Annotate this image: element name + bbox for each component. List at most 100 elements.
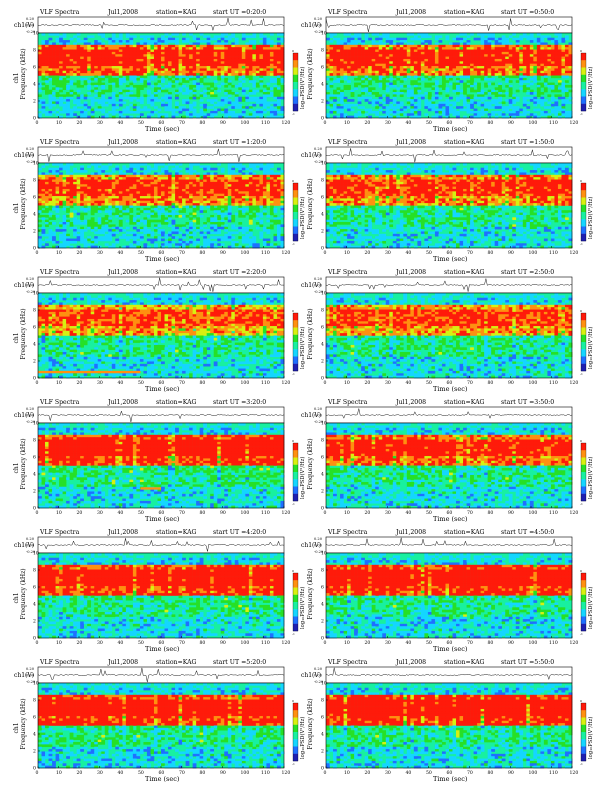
spectrogram-cell xyxy=(252,196,256,199)
spectrogram-cell xyxy=(63,73,67,76)
spectrogram-cell xyxy=(42,40,46,43)
spectrogram-cell xyxy=(140,61,144,64)
spectrogram-cell xyxy=(66,187,70,190)
spectrogram-cell xyxy=(59,78,63,81)
spectrogram-cell xyxy=(77,201,81,204)
spectrogram-cell xyxy=(214,194,218,197)
spectrogram-cell xyxy=(481,64,485,67)
spectrogram-cell xyxy=(400,57,404,60)
spectrogram-cell xyxy=(438,64,442,67)
spectrogram-cell xyxy=(154,196,158,199)
spectrogram-cell xyxy=(217,64,221,67)
spectrogram-cell xyxy=(379,35,383,38)
spectrogram-cell xyxy=(94,168,98,171)
spectrogram-cell xyxy=(66,172,70,175)
spectrogram-cell xyxy=(389,40,393,43)
spectrogram-cell xyxy=(182,198,186,201)
spectrogram-cell xyxy=(228,66,232,69)
spectrogram-cell xyxy=(375,76,379,79)
spectrogram-cell xyxy=(470,50,474,53)
spectrogram-cell xyxy=(421,45,425,48)
spectrogram-cell xyxy=(133,104,137,107)
spectrogram-cell xyxy=(221,109,225,112)
spectrogram-cell xyxy=(168,92,172,95)
spectrogram-cell xyxy=(56,85,60,88)
spectrogram-cell xyxy=(119,97,123,100)
spectrogram-cell xyxy=(150,57,154,60)
spectrogram-cell xyxy=(414,73,418,76)
spectrogram-cell xyxy=(231,194,235,197)
spectrogram-cell xyxy=(122,57,126,60)
spectrogram-cell xyxy=(512,101,516,104)
spectrogram-cell xyxy=(119,206,123,209)
spectrogram-cell xyxy=(410,33,414,36)
spectrogram-cell xyxy=(98,78,102,81)
y-axis-title: Frequency (kHz) xyxy=(307,48,314,99)
spectrogram-cell xyxy=(73,83,77,86)
colorbar-tick-label: -1 xyxy=(292,112,295,116)
spectrogram-cell xyxy=(481,99,485,102)
spectrogram-cell xyxy=(45,177,49,180)
spectrogram-cell xyxy=(256,61,260,64)
spectrogram-cell xyxy=(228,198,232,201)
spectrogram-cell xyxy=(445,73,449,76)
spectrogram-cell xyxy=(347,59,351,62)
spectrogram-cell xyxy=(136,94,140,97)
spectrogram-cell xyxy=(172,196,176,199)
spectrogram-cell xyxy=(431,64,435,67)
spectrogram-cell xyxy=(519,68,523,71)
spectrogram-cell xyxy=(189,165,193,168)
spectrogram-cell xyxy=(115,101,119,104)
spectrogram-cell xyxy=(263,59,267,62)
spectrogram-cell xyxy=(561,61,565,64)
spectrogram-cell xyxy=(347,87,351,90)
spectrogram-cell xyxy=(516,71,520,74)
spectrogram-cell xyxy=(519,52,523,55)
spectrogram-cell xyxy=(249,78,253,81)
spectrogram-cell xyxy=(214,208,218,211)
spectrogram-cell xyxy=(56,189,60,192)
spectrogram-cell xyxy=(354,54,358,57)
spectrogram-cell xyxy=(396,78,400,81)
spectrogram-cell xyxy=(463,52,467,55)
spectrogram-cell xyxy=(200,196,204,199)
spectrogram-cell xyxy=(108,61,112,64)
spectrogram-cell xyxy=(210,168,214,171)
spectrogram-cell xyxy=(488,83,492,86)
spectrogram-cell xyxy=(512,99,516,102)
spectrogram-cell xyxy=(263,66,267,69)
spectrogram-cell xyxy=(403,106,407,109)
spectrogram-cell xyxy=(210,182,214,185)
spectrogram-cell xyxy=(150,111,154,114)
spectrogram-cell xyxy=(73,57,77,60)
spectrogram-cell xyxy=(389,59,393,62)
spectrogram-cell xyxy=(129,57,133,60)
spectrogram-cell xyxy=(228,182,232,185)
spectrogram-cell xyxy=(266,59,270,62)
spectrogram-heatmap xyxy=(38,163,284,248)
spectrogram-cell xyxy=(150,104,154,107)
spectrogram-cell xyxy=(140,177,144,180)
spectrogram-cell xyxy=(245,97,249,100)
spectrogram-cell xyxy=(133,182,137,185)
spectrogram-cell xyxy=(203,201,207,204)
spectrogram-cell xyxy=(242,38,246,41)
spectrogram-cell xyxy=(49,33,53,36)
spectrogram-cell xyxy=(179,90,183,93)
spectrogram-cell xyxy=(101,182,105,185)
spectrogram-cell xyxy=(66,111,70,114)
spectrogram-cell xyxy=(540,59,544,62)
spectrogram-cell xyxy=(273,42,277,45)
x-tick-label: 120 xyxy=(282,120,291,126)
spectrogram-cell xyxy=(449,45,453,48)
spectrogram-cell xyxy=(245,208,249,211)
spectrogram-cell xyxy=(126,68,130,71)
spectrogram-cell xyxy=(207,198,211,201)
spectrogram-cell xyxy=(94,109,98,112)
spectrogram-cell xyxy=(140,59,144,62)
spectrogram-cell xyxy=(407,106,411,109)
spectrogram-cell xyxy=(63,191,67,194)
spectrogram-cell xyxy=(94,172,98,175)
spectrogram-cell xyxy=(165,33,169,36)
spectrogram-cell xyxy=(203,45,207,48)
